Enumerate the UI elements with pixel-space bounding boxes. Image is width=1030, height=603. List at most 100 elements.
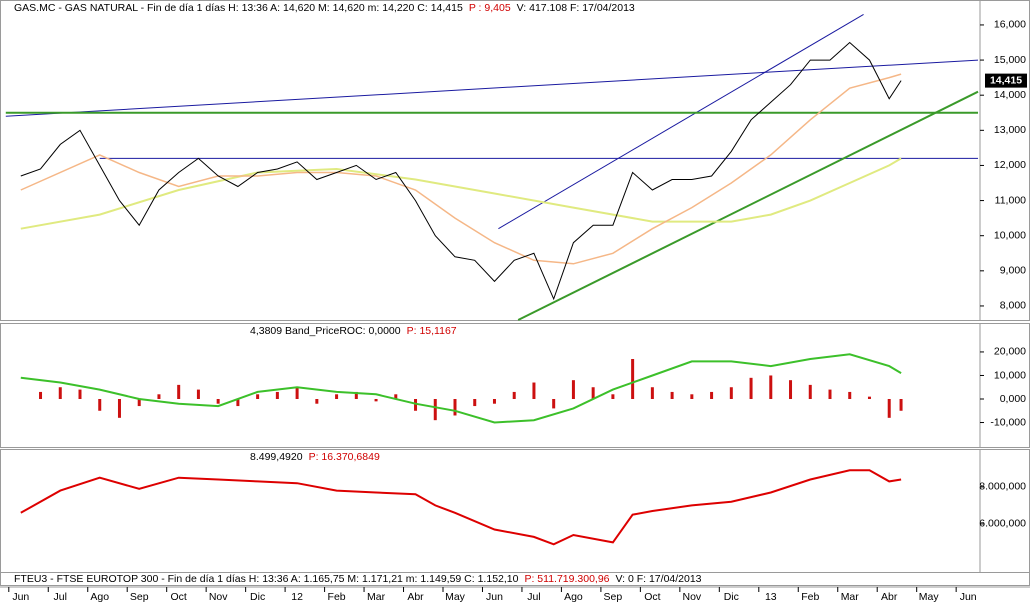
y-tick-label: 0,000 xyxy=(1000,393,1026,405)
x-tick-label: Jul xyxy=(54,591,67,603)
bar xyxy=(414,399,418,411)
bar xyxy=(571,380,575,399)
x-tick-label: 13 xyxy=(765,591,777,603)
bar xyxy=(177,384,181,399)
header-text: P: 511.719.300,96 xyxy=(524,573,609,585)
x-tick-label: May xyxy=(445,591,466,603)
y-tick-label: 9,000 xyxy=(1000,265,1026,277)
y-tick-label: 8.000,000 xyxy=(979,481,1026,493)
x-tick-label: Jun xyxy=(12,591,29,603)
trendline xyxy=(517,90,979,321)
bar xyxy=(335,394,339,399)
bar xyxy=(749,377,753,399)
bar xyxy=(354,391,358,399)
bar xyxy=(690,394,694,399)
bar xyxy=(828,389,832,399)
bar xyxy=(473,399,477,407)
header-text: 8.499,4920 xyxy=(250,451,303,463)
y-tick-label: 20,000 xyxy=(994,346,1026,358)
bar xyxy=(552,399,556,409)
header-text: 4,3809 Band_PriceROC: 0,0000 xyxy=(250,325,401,337)
bar xyxy=(256,394,260,399)
x-tick-label: Oct xyxy=(171,591,187,603)
bar xyxy=(78,389,82,399)
x-tick-label: Mar xyxy=(367,591,386,603)
y-tick-label: -10,000 xyxy=(990,416,1026,428)
bar xyxy=(374,399,378,402)
bar xyxy=(98,399,102,411)
y-tick-label: 11,000 xyxy=(995,194,1026,206)
bar xyxy=(216,399,220,404)
bar xyxy=(769,375,773,399)
bar xyxy=(39,391,43,399)
x-tick-label: 12 xyxy=(291,591,303,603)
header-text: P: 15,1167 xyxy=(407,325,457,337)
y-tick-label: 10,000 xyxy=(994,369,1026,381)
bar xyxy=(729,387,733,399)
series-line xyxy=(20,41,902,301)
x-tick-label: Nov xyxy=(209,591,228,603)
bar xyxy=(848,391,852,399)
trendline xyxy=(5,59,979,117)
bar xyxy=(899,399,903,411)
y-tick-label: 13,000 xyxy=(994,124,1026,136)
bar xyxy=(196,389,200,399)
x-tick-label: May xyxy=(919,591,940,603)
x-tick-label: Dic xyxy=(724,591,739,603)
bar xyxy=(394,394,398,399)
x-tick-label: Ago xyxy=(564,591,583,603)
bar xyxy=(591,387,595,399)
bar xyxy=(492,399,496,404)
x-tick-label: Dic xyxy=(250,591,265,603)
x-tick-label: Abr xyxy=(407,591,424,603)
bar xyxy=(512,391,516,399)
bar xyxy=(710,391,714,399)
x-tick-label: Sep xyxy=(130,591,149,603)
series-line xyxy=(20,353,902,424)
x-tick-label: Jun xyxy=(486,591,503,603)
y-tick-label: 14,000 xyxy=(994,89,1026,101)
header-text: GAS.MC - GAS NATURAL - Fin de día 1 días… xyxy=(14,2,463,14)
header-text: P: 16.370,6849 xyxy=(309,451,380,463)
y-tick-label: 16,000 xyxy=(994,19,1026,31)
last-value-label: 14,415 xyxy=(990,74,1022,86)
bar xyxy=(611,394,615,399)
bar xyxy=(315,399,319,404)
x-tick-label: Jun xyxy=(960,591,977,603)
bar xyxy=(117,399,121,418)
bar xyxy=(670,391,674,399)
header-text: V: 417.108 F: 17/04/2013 xyxy=(517,2,635,14)
y-tick-label: 6.000,000 xyxy=(979,518,1026,530)
bar xyxy=(808,384,812,399)
last-value-box xyxy=(985,73,1027,88)
x-tick-label: Nov xyxy=(682,591,701,603)
x-tick-label: Feb xyxy=(328,591,346,603)
bar xyxy=(157,394,161,399)
y-tick-label: 8,000 xyxy=(1000,300,1026,312)
x-tick-label: Jul xyxy=(527,591,540,603)
bar xyxy=(532,382,536,399)
x-tick-label: Abr xyxy=(881,591,898,603)
x-tick-label: Feb xyxy=(801,591,819,603)
bar xyxy=(295,387,299,399)
y-tick-label: 10,000 xyxy=(994,229,1026,241)
x-tick-label: Ago xyxy=(90,591,109,603)
header-text: P : 9,405 xyxy=(469,2,511,14)
x-tick-label: Mar xyxy=(841,591,860,603)
bar xyxy=(453,399,457,416)
bar xyxy=(650,387,654,399)
x-tick-label: Oct xyxy=(644,591,660,603)
series-line xyxy=(20,469,902,546)
bar xyxy=(789,380,793,399)
header-text: V: 0 F: 17/04/2013 xyxy=(616,573,702,585)
trendline xyxy=(498,13,864,230)
bar xyxy=(433,399,437,421)
bar xyxy=(275,391,279,399)
header-text: FTEU3 - FTSE EUROTOP 300 - Fin de día 1 … xyxy=(14,573,519,585)
bar xyxy=(887,399,891,418)
series-line xyxy=(20,157,902,230)
bar xyxy=(137,399,141,407)
bar xyxy=(867,396,871,399)
